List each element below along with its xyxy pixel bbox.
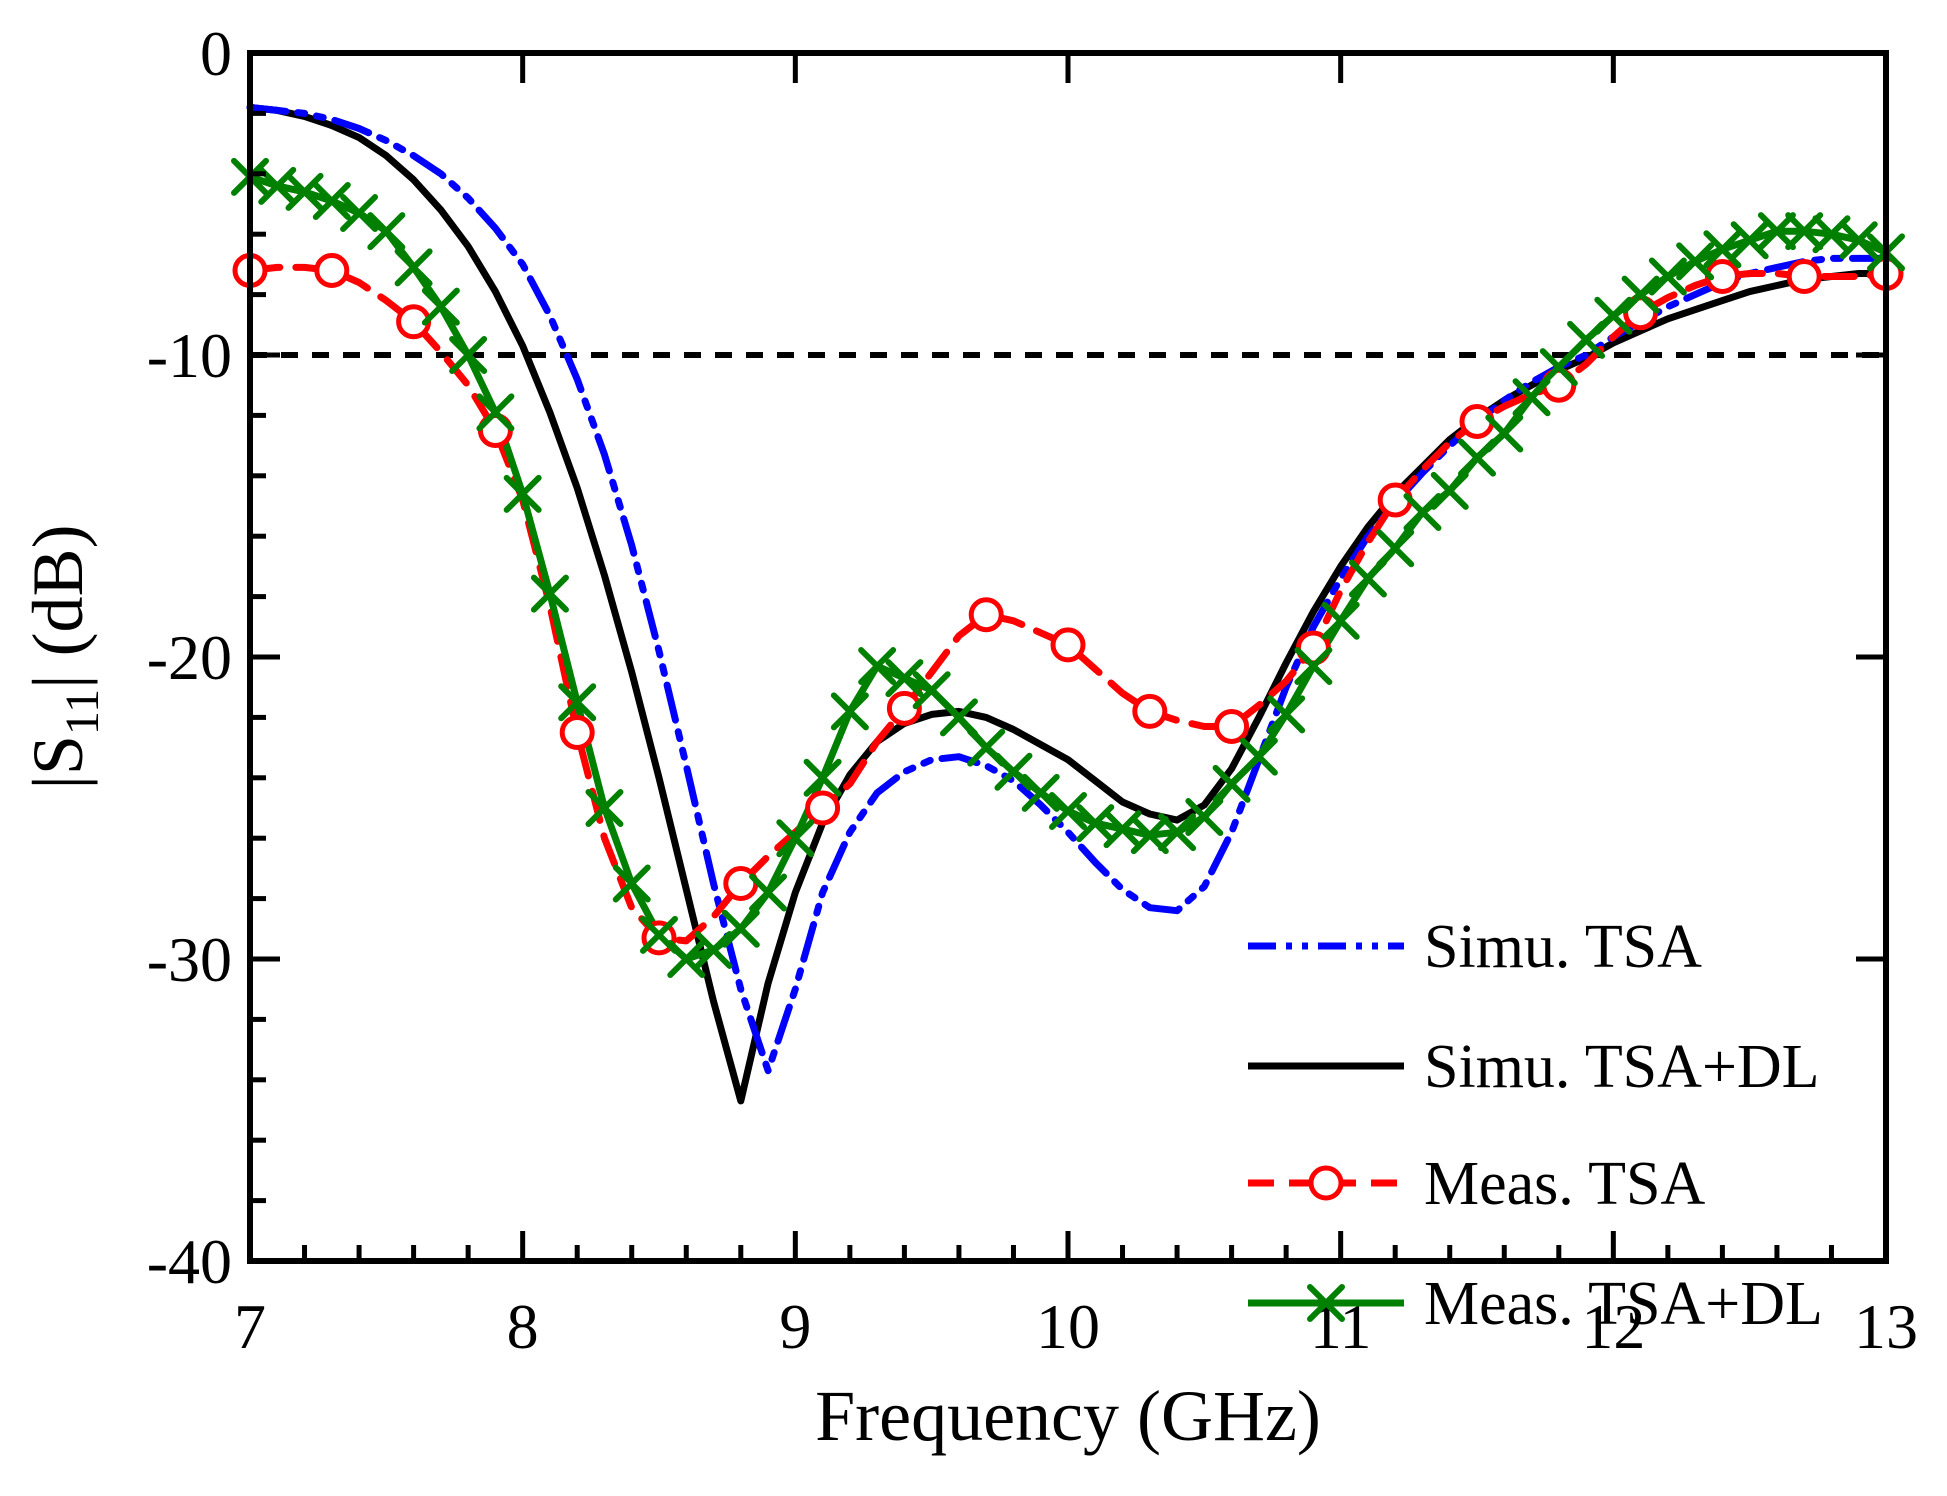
marker-x (1267, 695, 1306, 734)
marker-x (612, 864, 651, 903)
marker-circle (1459, 403, 1495, 439)
marker-x (1485, 414, 1524, 453)
marker-circle (805, 790, 841, 826)
marker-x (1621, 275, 1660, 314)
marker-x (749, 873, 788, 912)
marker-x (667, 940, 706, 978)
marker-x (585, 789, 624, 827)
legend-sample-marker-x (1307, 1284, 1345, 1322)
marker-x (530, 574, 569, 613)
marker-x (1185, 798, 1224, 837)
legend-entry-meas-tsa-dl: Meas. TSA+DL (1248, 1270, 1823, 1338)
marker-x (885, 659, 924, 698)
axis-ticks (247, 50, 1889, 1264)
legend-entry-meas-tsa: Meas. TSA (1248, 1150, 1706, 1218)
y-axis-title: |S11| (dB) (18, 524, 109, 789)
marker-x (312, 181, 351, 220)
x-tick-labels: 7 8 9 10 11 12 13 (234, 1291, 1918, 1362)
legend: Simu. TSA Simu. TSA+DL Meas. TSA Meas. TSA+… (1248, 913, 1823, 1338)
x-axis-title: Frequency (GHz) (815, 1376, 1321, 1456)
legend-label: Simu. TSA (1424, 913, 1702, 981)
marker-x (1294, 647, 1333, 686)
marker-circle (1377, 482, 1413, 518)
marker-x (830, 692, 869, 731)
marker-x (1403, 493, 1442, 532)
y-tick-label: 0 (200, 18, 232, 89)
marker-circle (886, 690, 922, 726)
marker-x (449, 336, 488, 374)
marker-x (1648, 257, 1687, 296)
marker-x (776, 819, 815, 858)
marker-x (1703, 230, 1742, 269)
x-tick-label: 12 (1581, 1291, 1645, 1362)
marker-x (1158, 813, 1197, 852)
y-tick-label: -20 (147, 622, 232, 693)
curve-markers (231, 157, 1905, 978)
marker-x (803, 758, 842, 797)
marker-circle (968, 597, 1004, 633)
y-tick-label: -40 (147, 1226, 232, 1297)
y-tick-label: -30 (147, 924, 232, 995)
curve-simu-tsa-dl (246, 103, 1890, 1105)
marker-x (285, 172, 324, 211)
legend-entry-simu-tsa-dl: Simu. TSA+DL (1248, 1033, 1820, 1101)
marker-x (994, 752, 1033, 791)
marker-x (1376, 529, 1415, 568)
marker-x (939, 698, 978, 737)
marker-circle (723, 866, 759, 901)
marker-x (1021, 773, 1060, 812)
marker-circle (559, 715, 595, 750)
marker-x (340, 194, 379, 233)
marker-x (1512, 378, 1551, 417)
x-tick-label: 10 (1036, 1291, 1100, 1362)
legend-entry-simu-tsa: Simu. TSA (1248, 913, 1702, 981)
marker-x (1730, 221, 1769, 260)
x-tick-label: 13 (1854, 1291, 1918, 1362)
marker-circle (1132, 693, 1168, 729)
x-tick-label: 7 (234, 1291, 266, 1362)
marker-x (1676, 242, 1715, 281)
legend-sample-marker-circle (1308, 1165, 1344, 1201)
marker-x (394, 248, 433, 287)
marker-x (1321, 601, 1360, 640)
legend-label: Simu. TSA+DL (1424, 1033, 1820, 1101)
marker-circle (1214, 708, 1250, 744)
marker-x (476, 393, 515, 432)
marker-x (1348, 559, 1387, 598)
marker-x (694, 930, 733, 969)
marker-x (421, 287, 460, 326)
legend-label: Meas. TSA (1424, 1150, 1706, 1218)
marker-circle (1786, 258, 1822, 294)
x-tick-label: 8 (507, 1291, 539, 1362)
y-tick-labels: 0 -10 -20 -30 -40 (147, 18, 232, 1297)
marker-x (1430, 471, 1469, 510)
marker-x (721, 909, 760, 948)
marker-x (1594, 296, 1633, 335)
marker-x (1757, 212, 1796, 251)
marker-x (1239, 737, 1278, 776)
marker-x (858, 647, 897, 686)
marker-x (1839, 221, 1878, 260)
legend-label: Meas. TSA+DL (1424, 1270, 1823, 1338)
marker-x (558, 683, 597, 722)
marker-x (503, 474, 542, 513)
marker-circle (1050, 627, 1086, 663)
marker-x (1049, 792, 1087, 831)
x-tick-label: 9 (779, 1291, 811, 1362)
marker-x (367, 212, 406, 251)
marker-circle (314, 252, 350, 288)
y-tick-label: -10 (147, 320, 232, 391)
